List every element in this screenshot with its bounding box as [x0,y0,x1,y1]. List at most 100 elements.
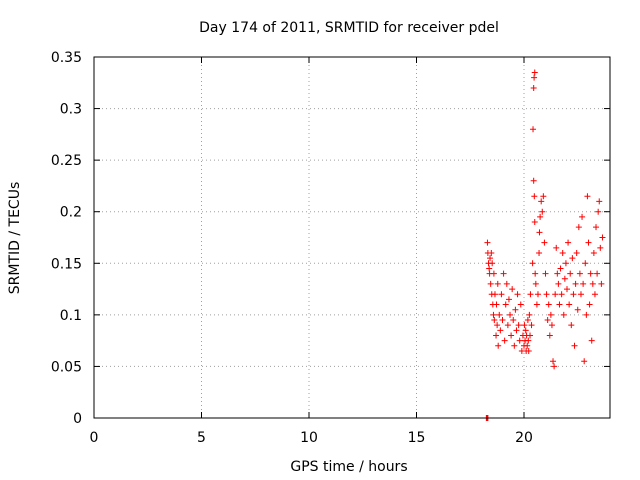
data-point [570,291,577,298]
data-point [495,342,502,349]
data-point [526,311,533,318]
data-point [544,317,551,324]
data-point [599,234,606,241]
data-point [554,270,561,277]
data-point [527,291,534,298]
data-point [499,317,506,324]
data-point [555,280,562,287]
chart-title: Day 174 of 2011, SRMTID for receiver pde… [199,20,499,36]
data-point [531,69,538,76]
data-point [512,306,519,313]
x-axis-label: GPS time / hours [290,459,407,475]
data-point [489,260,496,267]
data-point [575,224,582,231]
data-point [540,193,547,200]
y-tick-label: 0.35 [51,50,82,66]
data-point [516,337,523,344]
data-point [574,306,581,313]
y-tick-label: 0 [73,411,82,427]
data-point [571,342,578,349]
data-point [567,270,574,277]
data-point [536,229,543,236]
data-point [494,322,501,329]
x-tick-label: 5 [197,430,206,446]
data-point [513,327,520,334]
data-point [531,193,538,200]
data-point [532,280,539,287]
data-point [529,260,536,267]
data-point [496,311,503,318]
data-point [511,342,518,349]
data-point [590,249,597,256]
data-point [487,280,494,287]
data-point [539,208,546,215]
plot-frame [93,56,611,419]
y-tick-label: 0.3 [60,102,82,118]
data-point [543,291,550,298]
grid-lines [94,57,610,418]
x-tick-label: 0 [90,430,99,446]
data-points [483,69,606,421]
data-point [558,291,565,298]
data-point [530,126,537,133]
data-point [510,317,517,324]
data-point [569,255,576,262]
data-point [521,322,528,329]
axis-ticks: 0 0.05 0.1 0.15 0.2 0.25 0.3 0.35 0 5 10 15 20 [51,50,610,446]
data-point [572,280,579,287]
data-point [507,311,514,318]
data-point [538,198,545,205]
data-point [536,249,543,256]
data-point [486,265,493,272]
data-point [531,219,538,226]
data-point [582,260,589,267]
data-point [530,84,537,91]
data-point [517,301,524,308]
data-point [561,275,568,282]
data-point [527,332,534,339]
data-point [505,296,512,303]
y-tick-label: 0.05 [51,359,82,375]
data-point [530,177,537,184]
y-tick-label: 0.15 [51,256,82,272]
data-point [525,337,532,344]
data-point [490,311,497,318]
data-point [502,301,509,308]
data-point [553,244,560,251]
data-point [576,270,583,277]
data-point [493,301,500,308]
data-point [509,286,516,293]
data-point [584,193,591,200]
data-point [564,286,570,293]
data-point [491,291,498,298]
y-tick-label: 0.2 [60,205,82,221]
data-point [591,291,598,298]
data-point [490,270,497,277]
x-tick-label: 20 [515,430,533,446]
data-point [598,280,605,287]
data-point [522,327,529,334]
data-point [589,280,596,287]
data-point [508,332,515,339]
data-point [545,301,552,308]
data-point [532,270,539,277]
data-point [503,280,510,287]
y-tick-label: 0.1 [60,308,82,324]
data-point [556,301,563,308]
data-point [484,239,491,246]
x-tick-label: 10 [300,430,318,446]
y-axis-label: SRMTID / TECUs [7,182,23,295]
data-point [537,213,544,220]
data-point [533,301,540,308]
data-point [596,198,603,205]
data-point [566,301,573,308]
data-point [597,244,604,251]
data-point [491,317,498,324]
data-point [559,249,566,256]
data-point [593,224,600,231]
data-point [528,322,535,329]
data-point [587,270,594,277]
data-point [586,301,593,308]
data-point [542,270,549,277]
